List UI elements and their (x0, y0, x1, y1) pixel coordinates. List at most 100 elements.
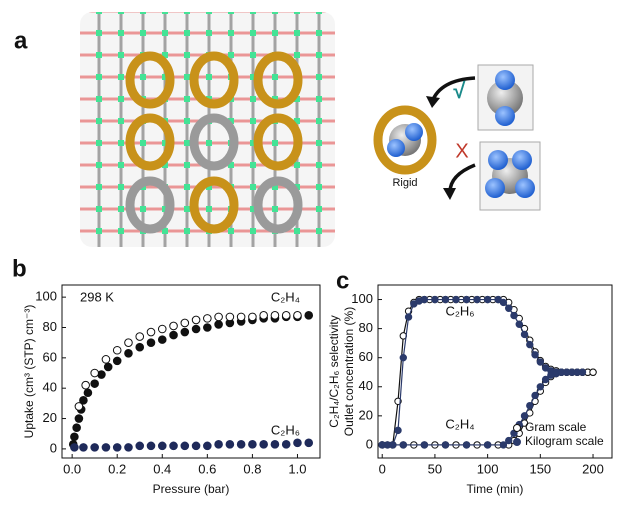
y-axis-label: Uptake (cm³ (STP) cm⁻³) (22, 305, 36, 439)
annotation: C₂H₆ (271, 422, 300, 437)
legend-marker (513, 424, 521, 432)
data-point (499, 441, 508, 449)
data-point (531, 351, 539, 359)
y-tick-label: 80 (359, 320, 373, 335)
data-point (146, 338, 156, 347)
legend-marker (513, 438, 521, 446)
data-point (483, 441, 492, 449)
plot-frame (377, 284, 613, 459)
data-point (505, 304, 513, 312)
x-tick-label: 150 (529, 461, 551, 476)
data-point (236, 440, 246, 449)
data-point (510, 311, 518, 320)
data-point (259, 440, 268, 449)
x-axis-label: Time (min) (467, 482, 524, 496)
data-point (180, 441, 190, 451)
y-tick-label: 60 (43, 349, 57, 364)
data-point (180, 318, 190, 328)
data-point (203, 441, 212, 451)
rigid-label: Rigid (392, 177, 417, 189)
x-tick-label: 1.0 (288, 461, 306, 476)
data-point (473, 295, 481, 304)
molecule-illustration (373, 64, 541, 211)
plot-frame (61, 284, 321, 459)
data-point (112, 356, 122, 366)
x-tick-label: 0.2 (108, 461, 126, 476)
data-point (248, 440, 257, 449)
data-point (589, 368, 597, 376)
y-tick-label: 100 (35, 289, 57, 304)
data-point (169, 330, 178, 340)
data-point (135, 342, 145, 352)
data-point (191, 324, 201, 334)
data-point (214, 440, 223, 449)
y-tick-label: 40 (43, 380, 57, 395)
data-point (452, 295, 460, 304)
data-point (203, 314, 212, 323)
data-point (90, 368, 99, 378)
data-point (112, 443, 122, 452)
data-point (515, 320, 523, 328)
panel-label: a (14, 27, 28, 54)
annotation: C₂H₆ (445, 303, 474, 318)
cross-mark: X (455, 140, 468, 162)
data-point (70, 432, 79, 442)
data-point (304, 311, 314, 320)
data-point (420, 441, 429, 449)
data-point (146, 441, 156, 451)
y-tick-label: 0 (366, 436, 373, 451)
curve (382, 298, 562, 446)
data-point (103, 362, 113, 372)
x-axis-label: Pressure (bar) (153, 482, 230, 496)
data-point (124, 348, 133, 358)
data-point (378, 441, 386, 449)
data-point (431, 295, 439, 304)
data-point (124, 338, 133, 347)
data-point (74, 414, 84, 423)
data-point (79, 396, 88, 405)
data-point (157, 324, 167, 334)
data-point (304, 438, 314, 448)
y-tick-label: 20 (359, 407, 373, 422)
x-tick-label: 0.4 (153, 461, 171, 476)
data-point (90, 443, 99, 452)
y-tick-label: 100 (351, 291, 373, 306)
data-point (293, 311, 302, 320)
y-tick-label: 0 (50, 440, 57, 455)
x-tick-label: 0 (379, 461, 386, 476)
panel-label: b (12, 255, 27, 282)
data-point (505, 436, 513, 445)
data-point (499, 298, 508, 307)
data-point (70, 443, 79, 452)
data-point (101, 355, 111, 364)
annotation: 298 K (80, 289, 114, 304)
data-point (404, 313, 413, 321)
data-point (236, 312, 246, 322)
data-point (394, 426, 402, 435)
data-point (526, 340, 534, 349)
data-point (441, 295, 450, 304)
data-point (191, 315, 201, 325)
data-point (483, 295, 492, 304)
x-tick-label: 50 (428, 461, 442, 476)
data-point (520, 412, 529, 420)
data-point (157, 335, 167, 344)
y-axis-label: Outlet concentration (%) (342, 307, 356, 436)
data-point (169, 321, 178, 331)
data-point (462, 295, 471, 304)
data-point (536, 383, 545, 391)
data-point (135, 332, 145, 341)
data-point (74, 402, 84, 411)
annotation: C₂H₄ (271, 289, 300, 304)
x-tick-label: 100 (477, 461, 499, 476)
data-point (281, 311, 291, 320)
data-point (79, 443, 88, 452)
data-point (541, 375, 550, 384)
data-point (191, 441, 201, 451)
annotation: C₂H₄ (445, 416, 474, 431)
data-point (146, 327, 156, 337)
data-point (101, 443, 111, 452)
data-point (180, 327, 190, 337)
data-point (536, 358, 545, 366)
